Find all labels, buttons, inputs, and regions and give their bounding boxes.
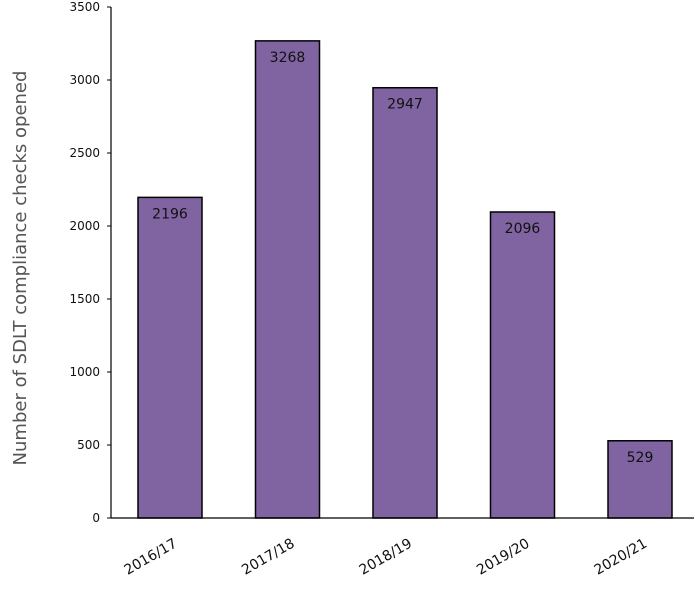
data-labels: 2196 3268 2947 2096 529	[152, 50, 653, 466]
data-label-2016-17: 2196	[152, 206, 188, 222]
y-axis-title: Number of SDLT compliance checks opened	[10, 71, 31, 466]
y-tick-label: 1500	[69, 292, 100, 306]
y-tick-label: 2000	[69, 219, 100, 233]
x-tick-label-2018-19: 2018/19	[357, 536, 415, 579]
x-tick-label-2019-20: 2019/20	[474, 536, 532, 579]
bar-2016-17	[137, 196, 203, 519]
y-tick-label: 2500	[69, 146, 100, 160]
bar-2019-20	[489, 211, 556, 519]
y-tick-label: 0	[92, 511, 100, 525]
bar-2017-18	[254, 40, 321, 519]
y-tick-label: 3500	[69, 0, 100, 14]
data-label-2020-21: 529	[627, 450, 654, 466]
data-label-2019-20: 2096	[505, 221, 541, 237]
x-axis-tick-labels: 2016/17 2017/18 2018/19 2019/20 2020/21	[122, 536, 650, 579]
bar-2018-19	[372, 86, 438, 519]
bar-2020-21	[607, 440, 673, 519]
y-tick-label: 3000	[69, 73, 100, 87]
data-label-2018-19: 2947	[387, 97, 423, 113]
y-axis-ticks: 0 500 1000 1500 2000 2500 3000 3500	[69, 0, 111, 525]
y-tick-label: 1000	[69, 365, 100, 379]
x-tick-label-2020-21: 2020/21	[592, 536, 650, 579]
data-label-2017-18: 3268	[270, 50, 306, 66]
y-tick-label: 500	[77, 438, 100, 452]
x-tick-label-2017-18: 2017/18	[239, 536, 297, 579]
x-tick-label-2016-17: 2016/17	[122, 536, 180, 579]
bars	[137, 40, 673, 519]
